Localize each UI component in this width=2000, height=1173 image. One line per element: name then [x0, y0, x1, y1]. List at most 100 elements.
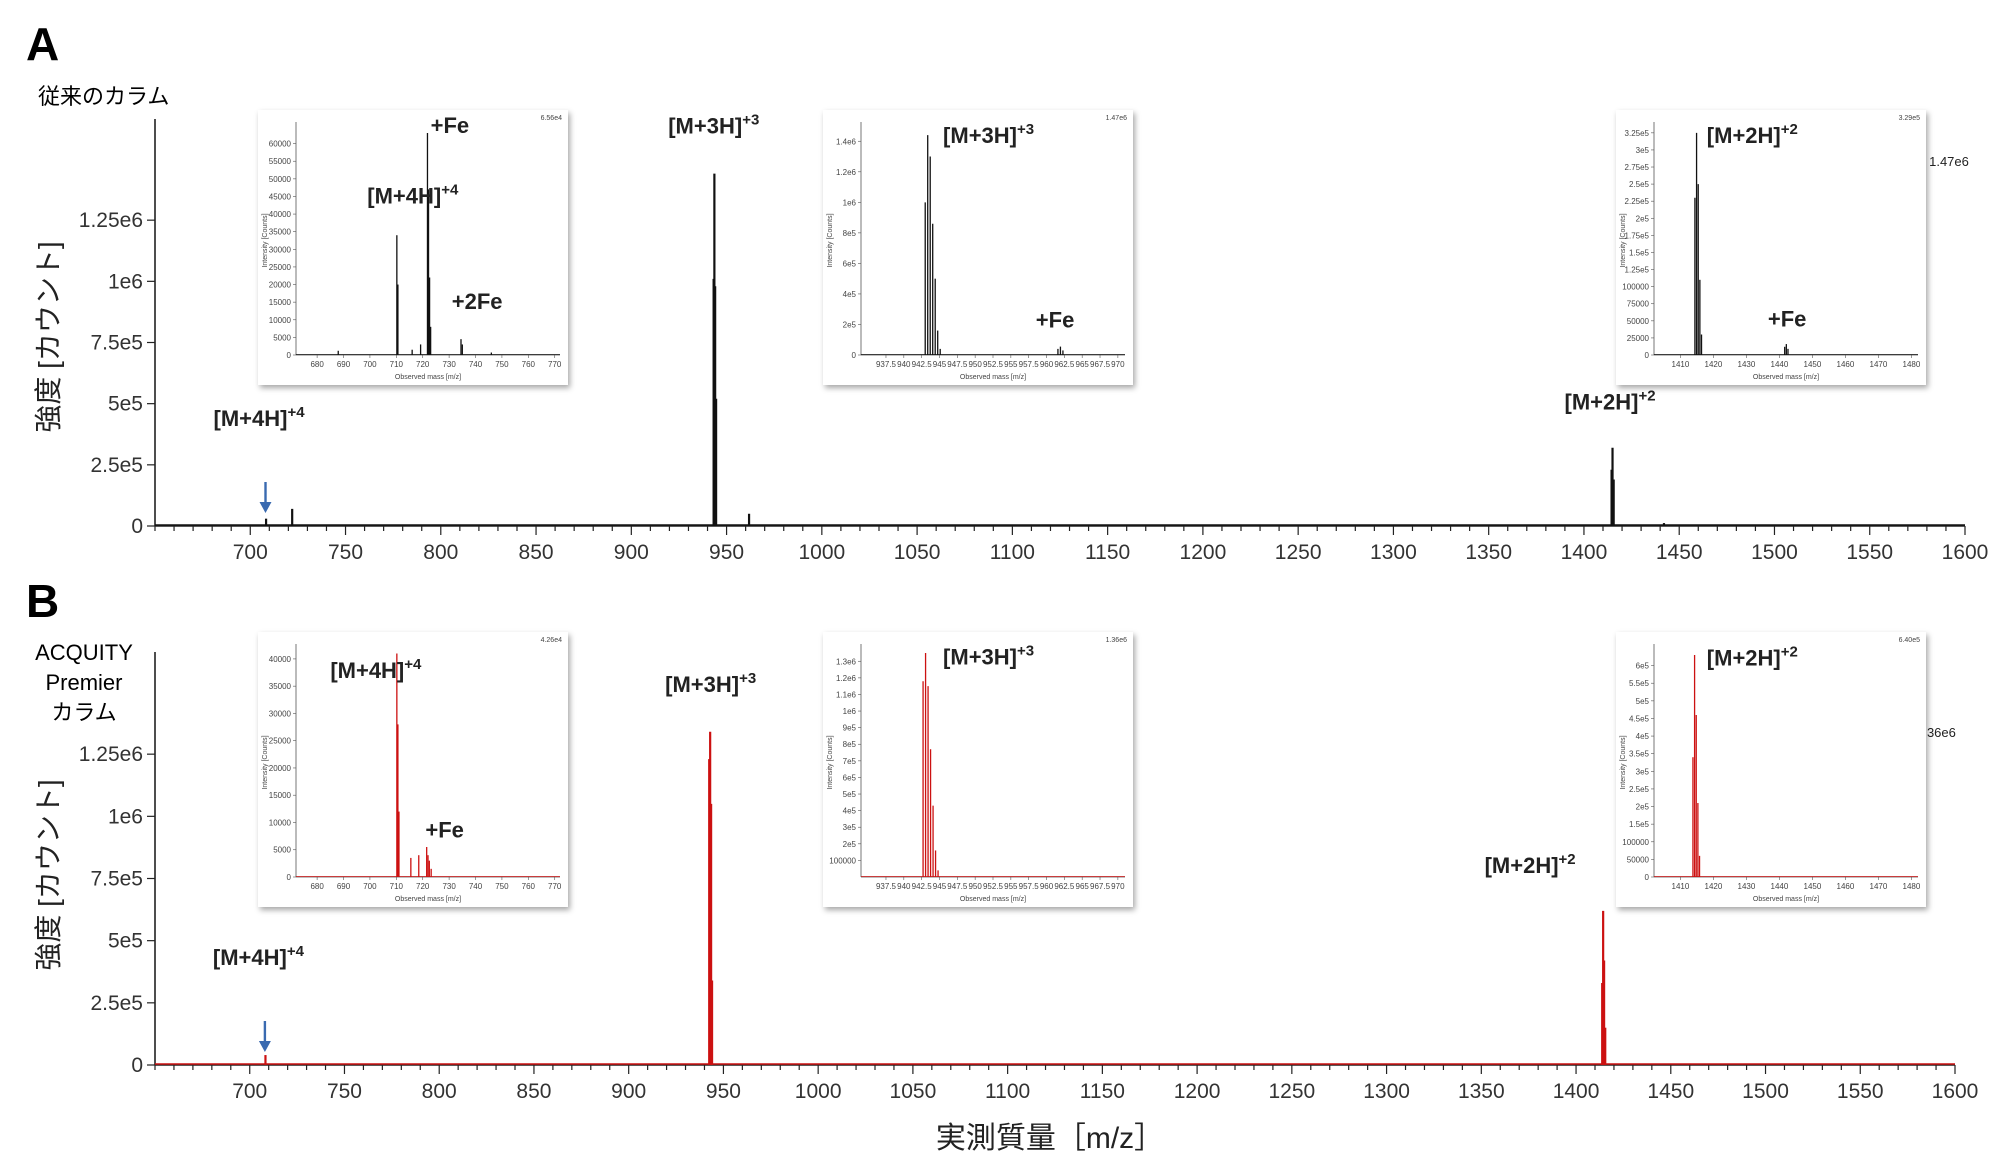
- x-tick-label: 900: [611, 1080, 646, 1103]
- inset-x-tick-label: 730: [442, 360, 456, 369]
- inset-frame: [823, 110, 1133, 385]
- inset-y-tick-label: 5e5: [843, 790, 857, 799]
- x-tick-label: 1300: [1363, 1080, 1410, 1103]
- inset-y-tick-label: 9e5: [843, 724, 857, 733]
- inset-x-tick-label: 710: [390, 882, 404, 891]
- inset-y-tick-label: 2e5: [1636, 214, 1650, 223]
- inset-max-label: 1.36e6: [1106, 637, 1128, 644]
- x-tick-label: 1550: [1837, 1080, 1884, 1103]
- inset-y-tick-label: 0: [1645, 873, 1650, 882]
- inset-y-tick-label: 2.25e5: [1625, 197, 1650, 206]
- inset-x-tick-label: 947.5: [947, 882, 968, 891]
- inset-x-tick-label: 937.5: [876, 882, 897, 891]
- inset-x-tick-label: 965: [1076, 882, 1090, 891]
- inset-x-tick-label: 967.5: [1090, 360, 1111, 369]
- inset-x-tick-label: 937.5: [876, 360, 897, 369]
- inset-x-tick-label: 1470: [1870, 882, 1888, 891]
- inset-y-tick-label: 5000: [273, 846, 291, 855]
- inset-x-tick-label: 955: [1004, 882, 1018, 891]
- inset-y-tick-label: 3e5: [1636, 146, 1650, 155]
- x-tick-label: 950: [706, 1080, 741, 1103]
- x-tick-label: 1000: [795, 1080, 842, 1103]
- inset-x-tick-label: 1420: [1705, 882, 1723, 891]
- inset-y-tick-label: 15000: [269, 298, 292, 307]
- panel-a-insets: 680 690 700 710 720 730 740 750 760 770 0 5000 10000…: [258, 110, 1926, 385]
- x-tick-label: 1250: [1275, 541, 1322, 564]
- inset-a1: 680 690 700 710 720 730 740 750 760 770 0 5000 10000…: [258, 110, 568, 385]
- inset-y-tick-label: 1.1e6: [836, 690, 857, 699]
- inset-y-tick-label: 35000: [269, 228, 292, 237]
- panel-a-y-axis-label: 強度 [カウント]: [33, 241, 64, 432]
- inset-y-tick-label: 1.4e6: [836, 137, 857, 146]
- inset-y-tick-label: 5.5e5: [1629, 679, 1650, 688]
- x-tick-label: 1200: [1174, 1080, 1221, 1103]
- peak-annotation: [M+3H]+3: [665, 670, 756, 697]
- x-tick-label: 1500: [1742, 1080, 1789, 1103]
- inset-y-tick-label: 1e6: [843, 198, 857, 207]
- inset-y-axis-label: Intensity [Counts]: [827, 735, 834, 789]
- annotation-arrow-head: [258, 1041, 271, 1052]
- inset-y-tick-label: 2.5e5: [1629, 180, 1650, 189]
- x-tick-label: 1450: [1647, 1080, 1694, 1103]
- inset-x-tick-label: 700: [363, 882, 377, 891]
- inset-y-tick-label: 0: [852, 351, 857, 360]
- inset-y-tick-label: 3.5e5: [1629, 750, 1650, 759]
- y-tick-label: 1.25e6: [79, 209, 143, 232]
- inset-x-tick-label: 1440: [1771, 360, 1789, 369]
- y-tick-label: 0: [131, 515, 143, 538]
- inset-x-tick-label: 1450: [1804, 360, 1822, 369]
- inset-y-tick-label: 6e5: [843, 259, 857, 268]
- inset-y-axis-label: Intensity [Counts]: [827, 213, 834, 267]
- inset-x-tick-label: 730: [442, 882, 456, 891]
- x-tick-label: 1350: [1465, 541, 1512, 564]
- inset-x-tick-label: 690: [337, 360, 351, 369]
- inset-y-tick-label: 3e5: [1636, 767, 1650, 776]
- inset-x-tick-label: 1480: [1903, 882, 1921, 891]
- inset-y-tick-label: 25000: [269, 737, 292, 746]
- inset-x-axis-label: Observed mass [m/z]: [395, 896, 461, 903]
- inset-y-axis-label: Intensity [Counts]: [1620, 735, 1627, 789]
- inset-y-tick-label: 50000: [1627, 317, 1650, 326]
- inset-y-axis-label: Intensity [Counts]: [262, 213, 269, 267]
- inset-y-tick-label: 2.75e5: [1625, 163, 1650, 172]
- inset-frame: [1616, 632, 1926, 907]
- inset-a3: 1410 1420 1430 1440 1450 1460 1470 1480 0 25000 50…: [1616, 110, 1926, 385]
- inset-x-tick-label: 740: [469, 882, 483, 891]
- inset-y-tick-label: 6e5: [1636, 662, 1650, 671]
- inset-max-label: 4.26e4: [541, 637, 563, 644]
- inset-x-tick-label: 700: [363, 360, 377, 369]
- inset-y-tick-label: 50000: [1627, 855, 1650, 864]
- inset-y-tick-label: 1.75e5: [1625, 231, 1650, 240]
- inset-peak-annotation: [M+4H]+4: [330, 656, 422, 683]
- inset-peak-annotation: +Fe: [431, 113, 470, 138]
- x-tick-label: 1000: [798, 541, 845, 564]
- inset-y-tick-label: 3e5: [843, 823, 857, 832]
- inset-y-tick-label: 60000: [269, 140, 292, 149]
- inset-x-tick-label: 1440: [1771, 882, 1789, 891]
- inset-y-tick-label: 2e5: [843, 840, 857, 849]
- inset-x-tick-label: 942.5: [912, 360, 933, 369]
- inset-max-label: 1.47e6: [1106, 115, 1128, 122]
- inset-y-tick-label: 25000: [269, 263, 292, 272]
- inset-peak-annotation: +Fe: [1036, 308, 1075, 333]
- inset-y-tick-label: 0: [287, 873, 292, 882]
- inset-x-tick-label: 750: [495, 882, 509, 891]
- inset-x-tick-label: 960: [1040, 360, 1054, 369]
- inset-peak-annotation: [M+2H]+2: [1707, 121, 1798, 148]
- inset-y-tick-label: 4e5: [1636, 732, 1650, 741]
- inset-x-tick-label: 770: [548, 882, 562, 891]
- y-tick-label: 2.5e5: [90, 454, 143, 477]
- inset-x-tick-label: 760: [522, 360, 536, 369]
- inset-y-tick-label: 4.5e5: [1629, 714, 1650, 723]
- inset-b2: 937.5 940 942.5 945 947.5 950 952.5 955 957.5 960…: [823, 632, 1133, 907]
- inset-y-tick-label: 100000: [1622, 283, 1649, 292]
- peak-annotation: [M+2H]+2: [1565, 388, 1656, 415]
- x-axis-label: 実測質量［m/z］: [936, 1122, 1164, 1155]
- inset-y-tick-label: 15000: [269, 791, 292, 800]
- y-tick-label: 0: [131, 1054, 143, 1077]
- x-tick-label: 1050: [890, 1080, 937, 1103]
- inset-x-tick-label: 952.5: [983, 360, 1004, 369]
- max-intensity-label: 1.47e6: [1929, 154, 1969, 169]
- inset-y-tick-label: 40000: [269, 210, 292, 219]
- inset-y-tick-label: 10000: [269, 818, 292, 827]
